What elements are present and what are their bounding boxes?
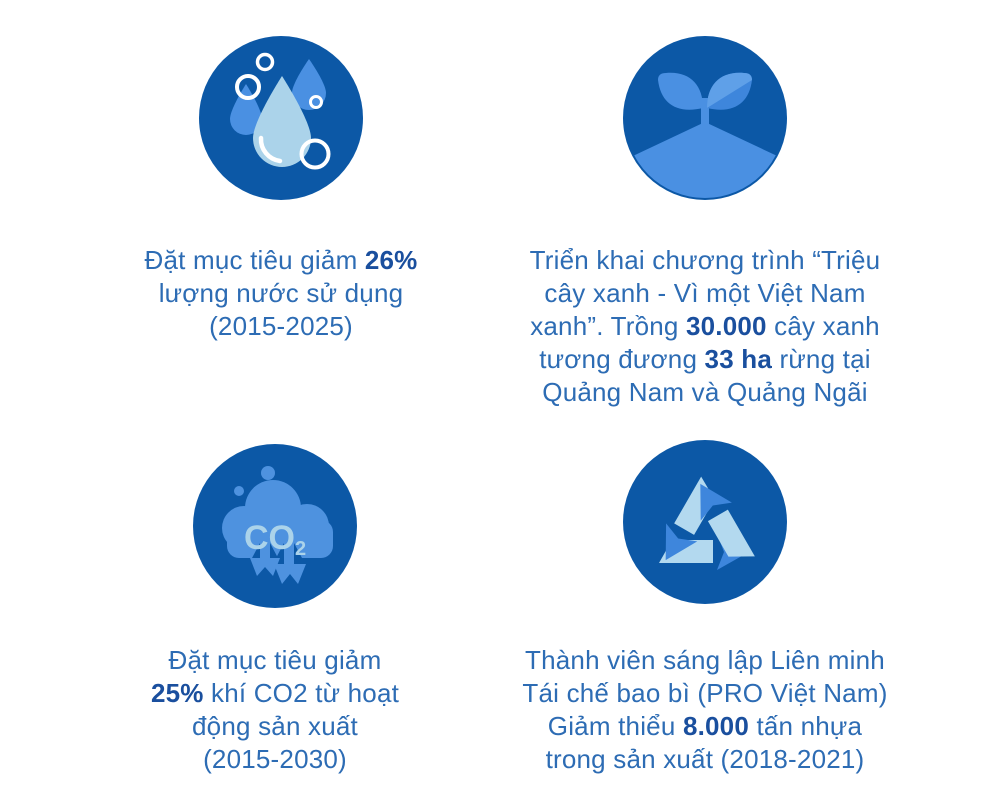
- sprout-icon: [623, 36, 787, 200]
- text-line: Thành viên sáng lập Liên minh: [525, 645, 885, 675]
- text-line: Tái chế bao bì (PRO Việt Nam): [522, 678, 888, 708]
- card-recycle-text: Thành viên sáng lập Liên minh Tái chế bao…: [522, 644, 887, 776]
- card-water-text: Đặt mục tiêu giảm 26% lượng nước sử dụng(…: [145, 244, 418, 343]
- card-trees-text: Triển khai chương trình “Triệu cây xanh -…: [530, 244, 881, 409]
- card-co2: CO2 Đặt mục tiêu giảm 25% khí CO2 từ hoạt…: [110, 444, 440, 776]
- text-line: động sản xuất: [192, 711, 358, 741]
- text-line: (2015-2025): [209, 311, 353, 341]
- card-co2-text: Đặt mục tiêu giảm 25% khí CO2 từ hoạt động…: [151, 644, 399, 776]
- text-line: xanh”. Trồng 30.000 cây xanh: [530, 311, 880, 341]
- sprout-icon-svg: [625, 72, 785, 198]
- recycle-icon: [623, 440, 787, 604]
- text-line: Đặt mục tiêu giảm 26%: [144, 245, 418, 275]
- text-line: Giảm thiểu 8.000 tấn nhựa: [547, 711, 863, 741]
- text-line: Triển khai chương trình “Triệu: [529, 245, 881, 275]
- card-water: Đặt mục tiêu giảm 26% lượng nước sử dụng(…: [116, 36, 446, 343]
- card-trees: Triển khai chương trình “Triệu cây xanh -…: [505, 36, 905, 409]
- text-line: trong sản xuất (2018-2021): [545, 744, 865, 774]
- co2-cloud-icon-svg: CO2: [222, 466, 333, 584]
- card-recycle: Thành viên sáng lập Liên minh Tái chế bao…: [500, 440, 910, 776]
- water-drop-icon: [199, 36, 363, 200]
- recycle-icon-svg: [650, 473, 761, 571]
- water-drop-icon-svg: [230, 52, 331, 170]
- text-line: Quảng Nam và Quảng Ngãi: [542, 377, 868, 407]
- text-line: lượng nước sử dụng: [158, 278, 404, 308]
- text-line: tương đương 33 ha rừng tại: [539, 344, 871, 374]
- text-line: 25% khí CO2 từ hoạt: [150, 678, 400, 708]
- co2-text: CO2: [244, 519, 306, 560]
- text-line: (2015-2030): [203, 744, 347, 774]
- co2-cloud-icon: CO2: [193, 444, 357, 608]
- text-line: cây xanh - Vì một Việt Nam: [544, 278, 866, 308]
- text-line: Đặt mục tiêu giảm: [168, 645, 382, 675]
